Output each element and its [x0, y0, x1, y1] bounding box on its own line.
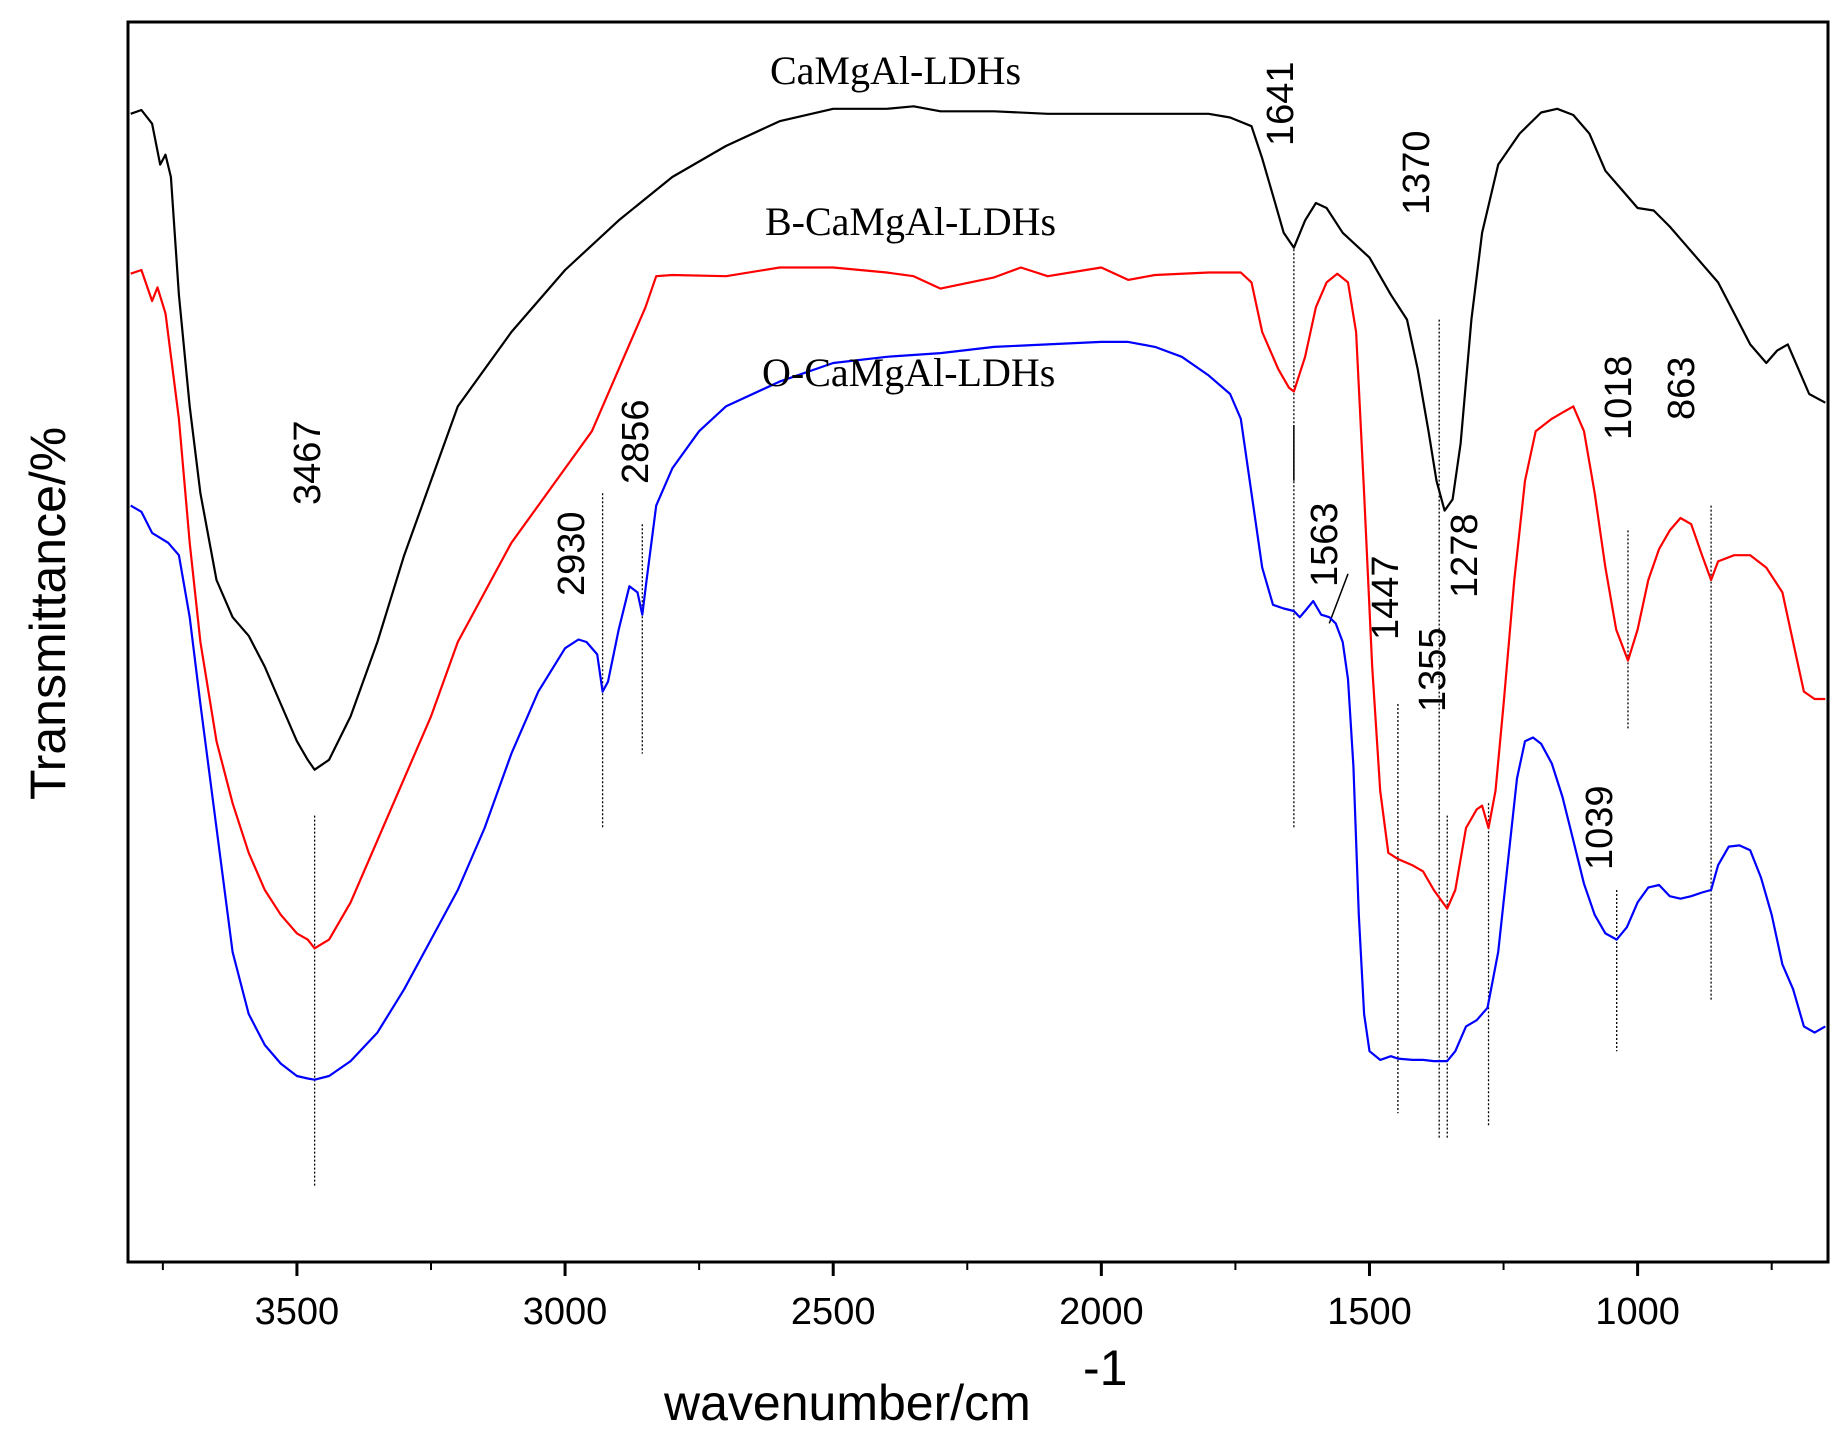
x-tick-label-2000: 2000	[1059, 1291, 1144, 1333]
peak-label-2856: 2856	[615, 399, 657, 484]
spectra	[130, 105, 1826, 1081]
x-axis-ticks: 3500 3000 2500 2000 1500 1000	[161, 1262, 1773, 1333]
y-axis-title: Transmittance/%	[20, 427, 76, 800]
x-tick-label-1000: 1000	[1595, 1291, 1680, 1333]
x-tick-label-3500: 3500	[255, 1291, 340, 1333]
peak-label-1355: 1355	[1412, 627, 1454, 712]
series-label-o-camgal: O-CaMgAl-LDHs	[762, 350, 1055, 395]
peak-label-1641: 1641	[1260, 61, 1302, 146]
peak-label-2930: 2930	[551, 511, 593, 596]
x-tick-label-1500: 1500	[1327, 1291, 1412, 1333]
x-tick-label-2500: 2500	[791, 1291, 876, 1333]
peak-label-1039: 1039	[1579, 785, 1621, 870]
series-label-camgal: CaMgAl-LDHs	[770, 48, 1021, 93]
x-axis-title: wavenumber/cm	[663, 1375, 1031, 1431]
plot-frame	[126, 20, 1830, 1264]
peak-guide-lines	[313, 245, 1712, 1188]
series-line-camgal-ldhs	[130, 105, 1826, 771]
series-line-o-camgal-ldhs	[130, 340, 1826, 1081]
peak-label-1018: 1018	[1598, 355, 1640, 440]
series-label-b-camgal: B-CaMgAl-LDHs	[765, 199, 1056, 244]
series-line-b-camgal-ldhs	[130, 266, 1826, 950]
peak-label-1278: 1278	[1444, 513, 1486, 598]
x-axis-title-superscript: -1	[1083, 1340, 1127, 1396]
peak-label-3467: 3467	[287, 420, 329, 505]
x-tick-label-3000: 3000	[523, 1291, 608, 1333]
peak-label-863: 863	[1661, 357, 1703, 420]
peak-label-1370: 1370	[1396, 130, 1438, 215]
peak-label-1447: 1447	[1365, 555, 1407, 640]
peak-label-1563: 1563	[1304, 502, 1346, 587]
leader-1563	[1328, 573, 1349, 624]
